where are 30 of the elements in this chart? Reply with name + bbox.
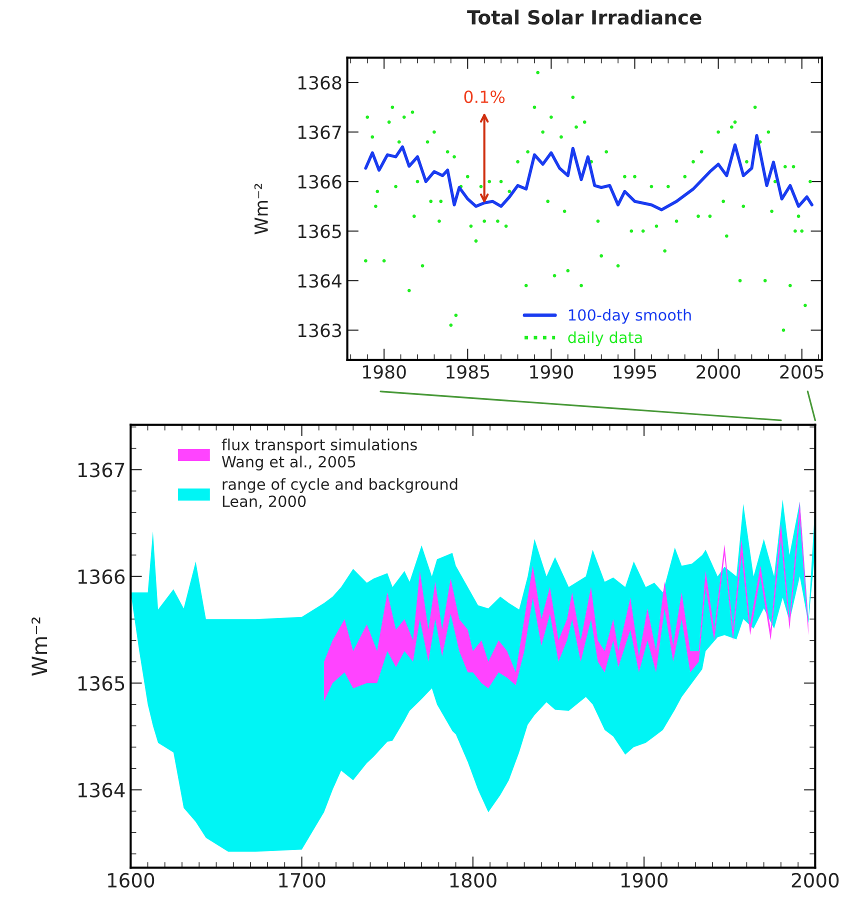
x-tick-label: 1900: [621, 872, 668, 888]
x-tick-label: 1600: [108, 872, 154, 888]
y-tick-label: 1367: [298, 125, 341, 140]
y-tick-label: 1364: [78, 782, 125, 798]
x-tick-label: 2005: [780, 365, 824, 379]
x-tick-label: 1700: [279, 872, 326, 888]
x-tick-label: 1800: [450, 872, 496, 888]
line-series: [364, 134, 814, 212]
x-tick-label: 2000: [792, 872, 839, 888]
annotation: 0.1%: [464, 90, 505, 104]
x-tick-label: 1990: [530, 365, 573, 379]
y-tick-label: 1368: [298, 76, 342, 90]
legend-label: daily data: [568, 331, 642, 346]
y-tick-label: 1365: [78, 676, 124, 691]
x-tick-label: 1980: [363, 365, 406, 379]
x-tick-label: 1995: [614, 365, 656, 379]
y-axis-title: Wm⁻²: [32, 617, 47, 676]
y-tick-label: 1366: [78, 569, 125, 584]
legend-label: range of cycle and background Lean, 2000: [222, 478, 458, 509]
legend-label: flux transport simulations Wang et al., 2005: [222, 438, 417, 470]
x-tick-label: 1985: [446, 365, 490, 379]
y-tick-label: 1367: [78, 462, 124, 478]
legend-label: 100-day smooth: [568, 308, 691, 324]
y-tick-label: 1363: [298, 324, 342, 338]
y-axis-title: Wm⁻²: [254, 184, 268, 234]
y-tick-label: 1366: [298, 175, 342, 189]
y-tick-label: 1364: [298, 274, 342, 288]
x-tick-label: 2000: [696, 365, 740, 379]
y-tick-label: 1365: [298, 224, 341, 238]
chart-title: Total Solar Irradiance: [467, 10, 702, 25]
